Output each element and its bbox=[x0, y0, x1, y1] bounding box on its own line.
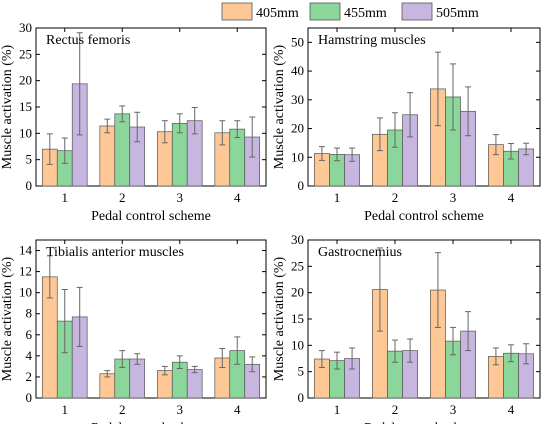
legend-swatch bbox=[309, 2, 341, 21]
legend-label: 455mm bbox=[344, 6, 387, 21]
legend-label: 405mm bbox=[256, 6, 299, 21]
y-tick-label: 30 bbox=[291, 232, 304, 247]
y-tick-label: 0 bbox=[26, 178, 33, 193]
x-tick-label: 2 bbox=[392, 402, 399, 417]
plot-frame bbox=[307, 27, 541, 187]
panel-title: Gastrocnemius bbox=[318, 245, 402, 260]
y-tick-label: 20 bbox=[291, 121, 304, 136]
x-axis-label: Pedal control scheme bbox=[364, 209, 484, 224]
x-tick-label: 3 bbox=[450, 190, 457, 205]
chart-panel-4: 0 5 10 15 20 25 30 1 2 3 4 Gastrocnemius Pedal contr… bbox=[272, 232, 541, 424]
x-tick-label: 1 bbox=[62, 190, 69, 205]
legend-label: 505mm bbox=[436, 6, 479, 21]
y-axis-label: Muscle activation (%) bbox=[0, 44, 15, 169]
y-tick-label: 5 bbox=[26, 152, 33, 167]
panel-title: Hamstring muscles bbox=[318, 33, 426, 48]
x-axis-label: Pedal control scheme bbox=[91, 209, 211, 224]
x-tick-label: 4 bbox=[234, 190, 241, 205]
plot-frame bbox=[35, 239, 267, 399]
x-tick-label: 2 bbox=[119, 402, 126, 417]
x-axis-label: Pedal control scheme bbox=[364, 421, 484, 424]
bar bbox=[114, 113, 131, 187]
y-tick-label: 25 bbox=[19, 46, 32, 61]
y-tick-label: 12 bbox=[19, 264, 32, 279]
y-tick-label: 10 bbox=[19, 285, 32, 300]
y-tick-label: 40 bbox=[291, 63, 304, 78]
y-tick-label: 15 bbox=[291, 311, 304, 326]
y-axis-label: Muscle activation (%) bbox=[272, 256, 287, 381]
x-tick-label: 2 bbox=[392, 190, 399, 205]
y-tick-label: 0 bbox=[298, 390, 305, 405]
x-tick-label: 4 bbox=[234, 402, 241, 417]
y-tick-label: 0 bbox=[26, 390, 33, 405]
x-tick-label: 1 bbox=[62, 402, 69, 417]
x-tick-label: 1 bbox=[334, 190, 341, 205]
y-axis-label: Muscle activation (%) bbox=[272, 44, 287, 169]
y-tick-label: 20 bbox=[19, 73, 32, 88]
y-tick-label: 20 bbox=[291, 285, 304, 300]
x-axis-label: Pedal control scheme bbox=[91, 421, 211, 424]
bar bbox=[99, 125, 116, 187]
legend-swatch bbox=[221, 2, 253, 21]
x-tick-label: 3 bbox=[177, 190, 184, 205]
y-tick-label: 14 bbox=[19, 243, 33, 258]
x-tick-label: 3 bbox=[177, 402, 184, 417]
bar bbox=[186, 369, 203, 399]
y-tick-label: 6 bbox=[26, 327, 33, 342]
y-axis-label: Muscle activation (%) bbox=[0, 256, 15, 381]
x-tick-label: 3 bbox=[450, 402, 457, 417]
y-tick-label: 8 bbox=[26, 306, 33, 321]
y-tick-label: 10 bbox=[291, 149, 304, 164]
chart-panel-2: 0 10 20 30 40 50 1 2 3 4 Hamstring muscles Pedal co… bbox=[272, 27, 541, 224]
y-tick-label: 5 bbox=[298, 364, 305, 379]
x-tick-label: 2 bbox=[119, 190, 126, 205]
y-tick-label: 10 bbox=[291, 337, 304, 352]
y-tick-label: 2 bbox=[26, 369, 33, 384]
y-tick-label: 15 bbox=[19, 99, 32, 114]
x-tick-label: 4 bbox=[508, 402, 515, 417]
y-tick-label: 30 bbox=[19, 20, 32, 35]
bar bbox=[129, 358, 146, 399]
y-tick-label: 30 bbox=[291, 92, 304, 107]
legend-swatch bbox=[401, 2, 433, 21]
y-tick-label: 10 bbox=[19, 125, 32, 140]
y-tick-label: 0 bbox=[298, 178, 305, 193]
x-tick-label: 4 bbox=[508, 190, 515, 205]
panel-title: Tibialis anterior muscles bbox=[46, 245, 184, 260]
legend: 405mm 455mm 505mm bbox=[221, 2, 479, 21]
y-tick-label: 25 bbox=[291, 258, 304, 273]
y-tick-label: 50 bbox=[291, 34, 304, 49]
x-tick-label: 1 bbox=[334, 402, 341, 417]
panel-title: Rectus femoris bbox=[46, 33, 130, 48]
y-tick-label: 4 bbox=[26, 348, 33, 363]
chart-panel-1: 0 5 10 15 20 25 30 1 2 3 4 Rectus femoris Pedal cont… bbox=[0, 20, 267, 224]
